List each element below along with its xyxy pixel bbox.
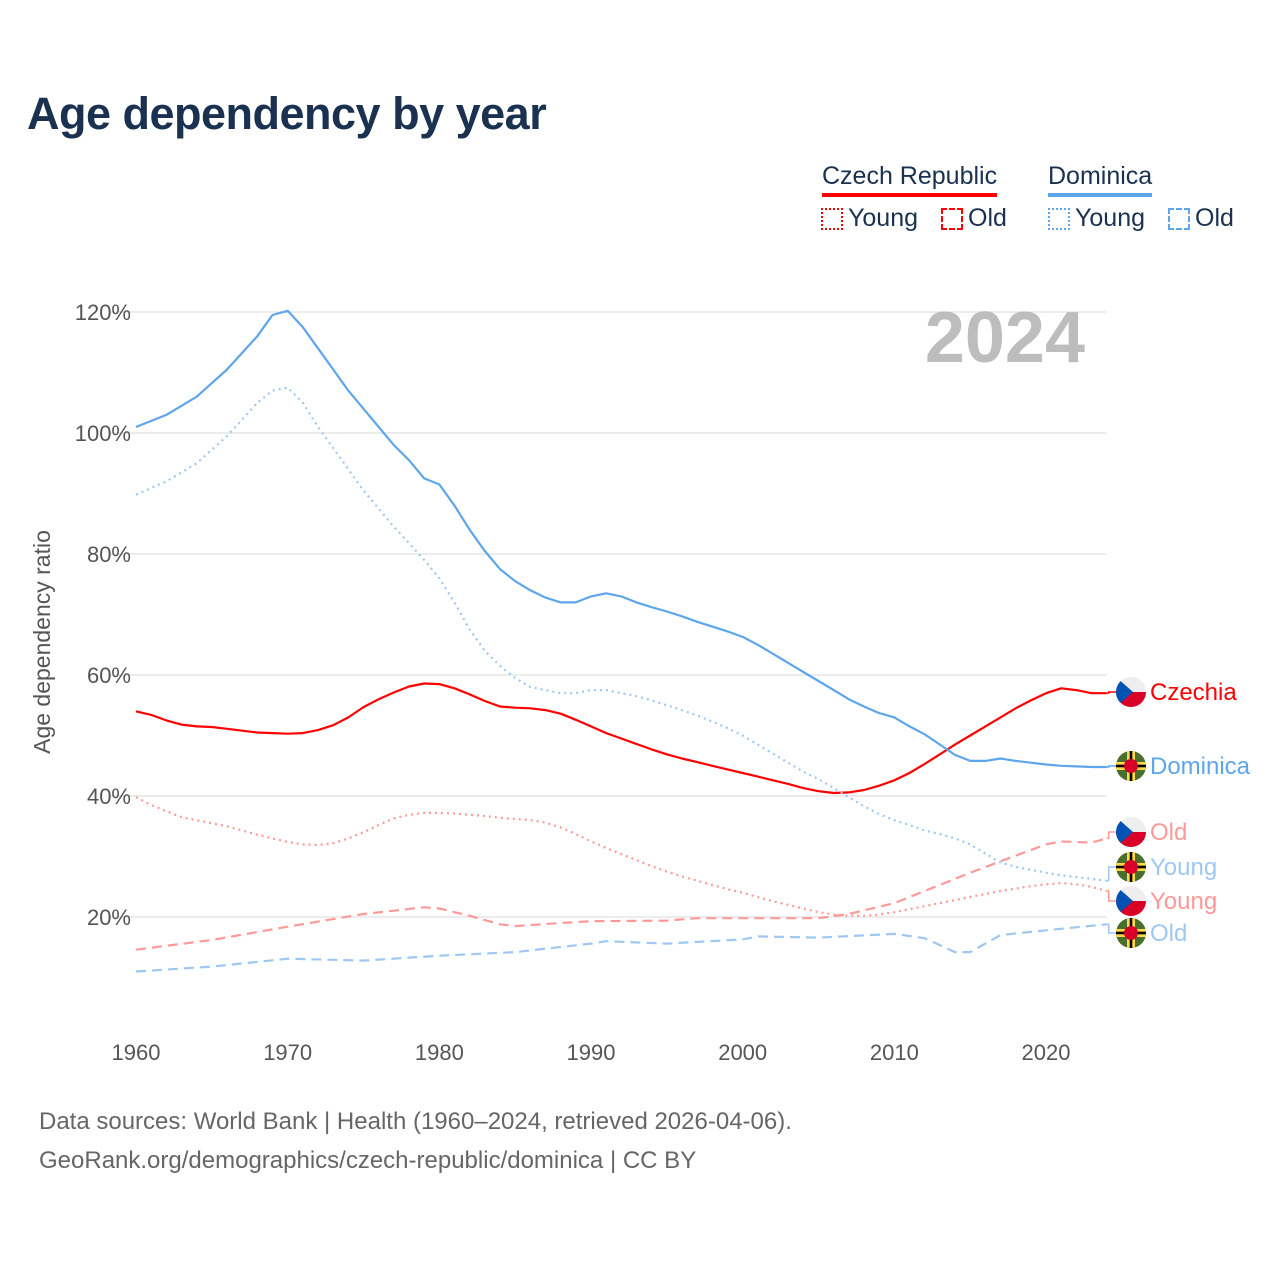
end-label: Young (1150, 888, 1217, 915)
x-tick-label: 1960 (112, 1040, 161, 1065)
label-connector (1106, 765, 1117, 768)
end-label: Dominica (1150, 753, 1251, 780)
legend-label: Old (968, 204, 1007, 232)
legend-dominica-young[interactable]: Young (1048, 204, 1145, 233)
czech-flag-icon (1116, 677, 1146, 707)
series-line-dominica-old (135, 923, 1107, 973)
legend-dominica-old[interactable]: Old (1168, 204, 1234, 233)
legend-dominica[interactable]: Dominica (1048, 162, 1153, 197)
dominica-flag-icon (1116, 751, 1146, 781)
series-line-czechia (135, 682, 1107, 795)
dotted-swatch-icon (1048, 207, 1070, 230)
end-label: Young (1150, 854, 1217, 881)
y-tick-label: 60% (87, 663, 131, 688)
source-line-1: Data sources: World Bank | Health (1960–… (39, 1108, 792, 1135)
dashed-swatch-icon (941, 207, 963, 230)
x-tick-label: 1990 (567, 1040, 616, 1065)
series-line-dominica (135, 309, 1107, 769)
series-line-czechia-old (135, 837, 1107, 951)
legend-czech-republic[interactable]: Czech Republic (822, 162, 998, 197)
legend-label: Young (848, 204, 918, 232)
source-line-2[interactable]: GeoRank.org/demographics/czech-republic/… (39, 1147, 697, 1174)
dotted-swatch-icon (821, 207, 843, 230)
x-tick-label: 1980 (415, 1040, 464, 1065)
y-tick-label: 100% (75, 421, 131, 446)
czech-flag-icon (1116, 817, 1146, 847)
series-line-dominica-young (135, 386, 1107, 882)
legend-label: Young (1075, 204, 1145, 232)
x-tick-label: 2020 (1022, 1040, 1071, 1065)
label-connector (1106, 866, 1117, 882)
series-line-czechia-young (135, 796, 1107, 917)
y-tick-label: 80% (87, 542, 131, 567)
label-connector (1106, 923, 1117, 934)
x-tick-label: 2000 (718, 1040, 767, 1065)
dominica-flag-icon (1116, 918, 1146, 948)
x-tick-label: 2010 (870, 1040, 919, 1065)
y-tick-label: 120% (75, 300, 131, 325)
end-label: Old (1150, 920, 1187, 947)
legend-label: Old (1195, 204, 1234, 232)
legend-czech-old[interactable]: Old (941, 204, 1007, 233)
year-watermark: 2024 (925, 298, 1085, 378)
dominica-flag-icon (1116, 852, 1146, 882)
label-connector (1106, 691, 1117, 694)
end-label: Czechia (1150, 679, 1237, 706)
end-label: Old (1150, 819, 1187, 846)
czech-flag-icon (1116, 886, 1146, 916)
label-connector (1106, 831, 1117, 840)
chart-title: Age dependency by year (27, 88, 547, 139)
y-tick-label: 40% (87, 784, 131, 809)
dashed-swatch-icon (1168, 207, 1190, 230)
label-connector (1106, 890, 1117, 902)
y-axis-label: Age dependency ratio (29, 530, 55, 754)
y-tick-label: 20% (87, 905, 131, 930)
legend-czech-young[interactable]: Young (821, 204, 918, 233)
x-tick-label: 1970 (263, 1040, 312, 1065)
